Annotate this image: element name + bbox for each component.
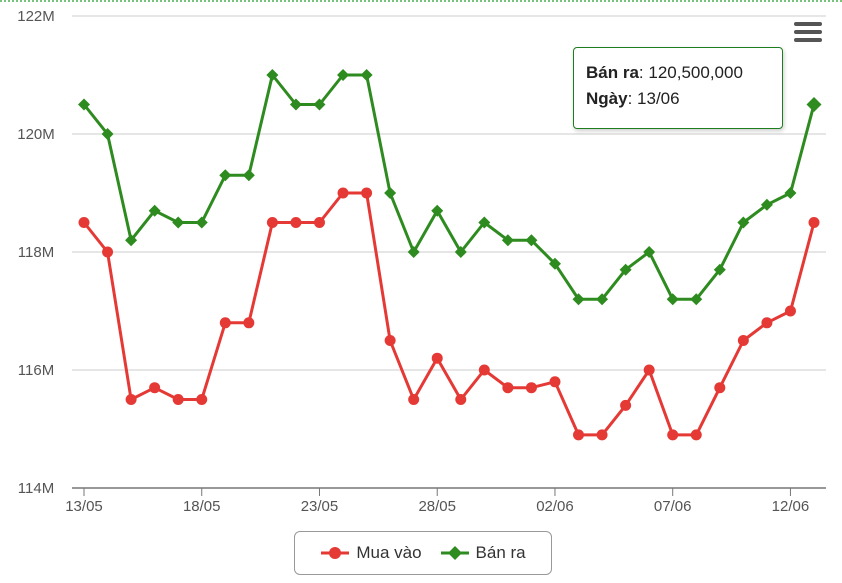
data-point-mua-vao — [784, 305, 796, 317]
data-point-ban-ra — [172, 216, 185, 229]
tooltip-date-value: 13/06 — [637, 89, 680, 108]
data-point-mua-vao — [266, 217, 278, 228]
data-point-ban-ra — [619, 263, 632, 276]
x-tick-label: 23/05 — [301, 498, 339, 515]
chart-legend: Mua vào Bán ra — [294, 531, 552, 575]
x-tick-label: 12/06 — [772, 498, 810, 515]
data-point-mua-vao — [337, 187, 349, 199]
data-point-ban-ra — [737, 216, 750, 229]
data-point-mua-vao — [690, 429, 702, 441]
data-point-ban-ra — [384, 187, 397, 199]
axes: 122M 120M 118M 116M 114M 13/05 18/05 23/05 28/05… — [17, 8, 826, 515]
chart-menu-button[interactable] — [794, 22, 822, 46]
data-point-mua-vao — [431, 352, 443, 364]
x-tick-label: 07/06 — [654, 498, 692, 515]
legend-diamond-marker-icon — [440, 546, 469, 560]
data-point-mua-vao — [573, 429, 585, 441]
data-point-mua-vao — [737, 335, 749, 346]
y-tick-label: 114M — [18, 480, 54, 497]
data-point-ban-ra — [266, 69, 279, 81]
data-point-mua-vao — [620, 399, 632, 411]
x-tick-label: 13/05 — [65, 498, 103, 515]
data-point-ban-ra — [219, 169, 232, 182]
x-tick-label: 18/05 — [183, 498, 221, 515]
data-point-ban-ra — [195, 216, 208, 229]
data-point-mua-vao — [313, 217, 325, 228]
legend-item-ban-ra[interactable]: Bán ra — [440, 543, 526, 563]
data-point-mua-vao — [243, 317, 255, 329]
data-point-ban-ra — [125, 234, 138, 247]
data-point-mua-vao — [643, 364, 655, 376]
data-point-ban-ra — [643, 246, 656, 258]
data-point-ban-ra — [101, 128, 114, 140]
data-point-ban-ra — [760, 198, 773, 211]
data-point-ban-ra — [713, 263, 726, 276]
data-point-mua-vao — [478, 364, 490, 376]
y-tick-label: 122M — [17, 8, 55, 25]
data-point-ban-ra — [525, 234, 538, 247]
y-tick-label: 118M — [18, 244, 54, 261]
data-point-ban-ra — [596, 293, 609, 306]
grid-lines — [0, 0, 842, 371]
data-point-ban-ra — [572, 293, 585, 306]
y-tick-label: 116M — [18, 362, 54, 379]
data-point-ban-ra — [313, 98, 326, 111]
data-point-ban-ra — [806, 97, 822, 112]
data-point-mua-vao — [549, 376, 561, 388]
data-point-ban-ra — [478, 216, 491, 229]
tooltip-series-label: Bán ra — [586, 63, 639, 82]
data-point-ban-ra — [289, 98, 302, 111]
data-point-ban-ra — [148, 204, 161, 217]
legend-item-mua-vao[interactable]: Mua vào — [320, 543, 422, 563]
data-point-ban-ra — [431, 204, 444, 217]
x-tick-label: 02/06 — [536, 498, 574, 515]
data-point-mua-vao — [667, 429, 679, 441]
data-point-mua-vao — [125, 394, 137, 405]
data-point-ban-ra — [690, 293, 703, 306]
legend-label-ban-ra: Bán ra — [475, 543, 526, 562]
data-point-mua-vao — [408, 394, 420, 405]
chart-tooltip: Bán ra: 120,500,000 Ngày: 13/06 — [573, 47, 783, 129]
data-point-mua-vao — [384, 335, 396, 346]
data-point-ban-ra — [407, 246, 420, 258]
data-point-ban-ra — [501, 234, 514, 247]
tooltip-series-value: 120,500,000 — [648, 63, 743, 82]
data-point-mua-vao — [219, 317, 231, 329]
data-point-ban-ra — [360, 69, 373, 81]
data-point-mua-vao — [596, 429, 608, 441]
data-point-mua-vao — [808, 217, 820, 228]
data-point-mua-vao — [502, 382, 514, 394]
data-point-mua-vao — [361, 187, 373, 199]
data-point-mua-vao — [196, 394, 208, 405]
data-point-ban-ra — [784, 187, 797, 199]
hamburger-menu-icon-line — [794, 38, 822, 42]
data-point-mua-vao — [525, 382, 537, 394]
data-point-ban-ra — [337, 69, 350, 81]
legend-label-mua-vao: Mua vào — [356, 543, 422, 562]
data-point-mua-vao — [172, 394, 184, 405]
data-point-ban-ra — [242, 169, 255, 182]
data-point-mua-vao — [78, 217, 90, 228]
data-point-mua-vao — [455, 394, 467, 405]
data-point-mua-vao — [149, 382, 161, 394]
data-point-mua-vao — [290, 217, 302, 228]
hamburger-menu-icon — [794, 22, 822, 26]
x-tick-label: 28/05 — [418, 498, 456, 515]
data-point-ban-ra — [78, 98, 90, 111]
tooltip-series-row: Bán ra: 120,500,000 — [586, 63, 743, 82]
legend-circle-marker-icon — [321, 547, 350, 559]
data-point-mua-vao — [761, 317, 773, 329]
data-point-ban-ra — [548, 257, 561, 270]
tooltip-date-row: Ngày: 13/06 — [586, 89, 680, 108]
hamburger-menu-icon-line — [794, 30, 822, 34]
data-point-ban-ra — [454, 246, 467, 258]
data-point-mua-vao — [102, 246, 114, 258]
y-tick-label: 120M — [17, 126, 55, 143]
series-layer — [78, 69, 822, 441]
tooltip-date-label: Ngày — [586, 89, 628, 108]
data-point-ban-ra — [666, 293, 679, 306]
data-point-mua-vao — [714, 382, 726, 394]
